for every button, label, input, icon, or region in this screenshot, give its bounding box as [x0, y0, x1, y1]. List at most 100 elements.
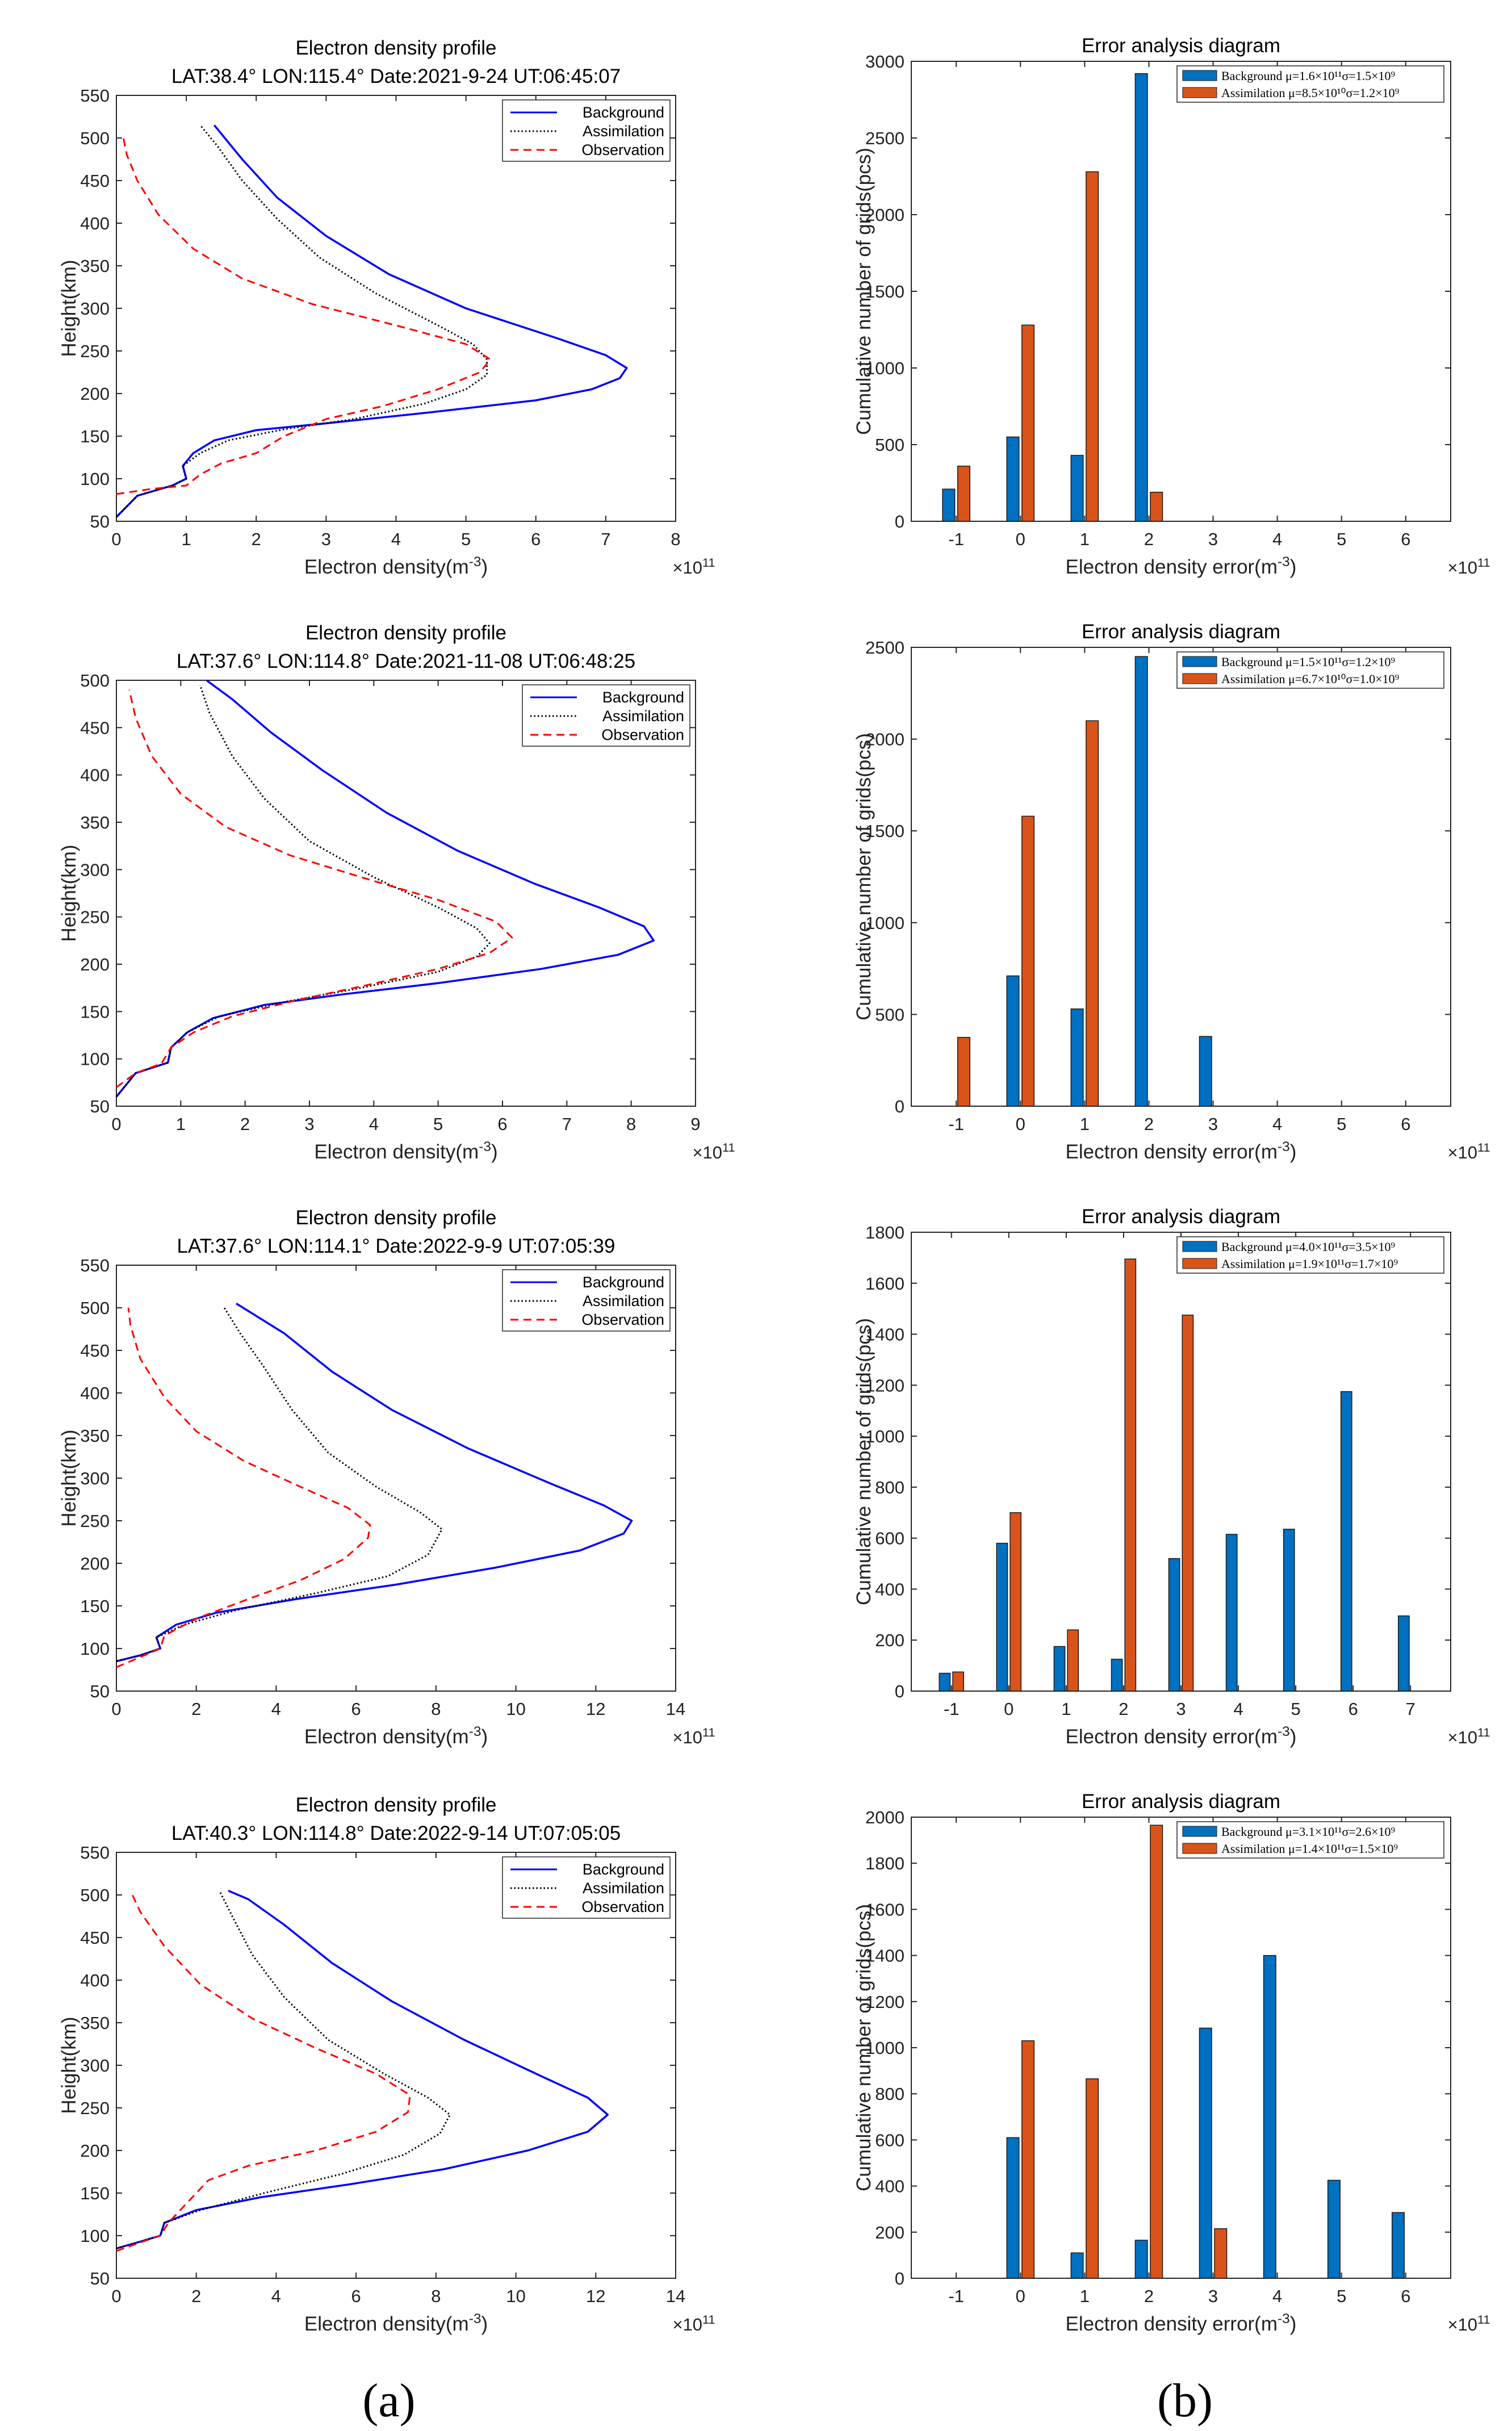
- bar-background: [1134, 2240, 1148, 2279]
- chart-7: 50 100 150 200 250 300 350 400 450 500 550 0 2 4 6 8 10 1…: [58, 1794, 715, 2335]
- bar-assimilation: [952, 1671, 964, 1692]
- x-tick-label: 8: [431, 1699, 441, 1719]
- y-tick-label: 250: [80, 907, 110, 927]
- y-tick-label: 450: [80, 718, 110, 738]
- bar-background: [1070, 1008, 1084, 1107]
- series-line-observation: [116, 689, 513, 1088]
- series-line-observation: [116, 137, 492, 495]
- plot-frame: [116, 680, 696, 1107]
- x-tick-label: 5: [433, 1114, 443, 1134]
- x-tick-label: 9: [690, 1114, 700, 1134]
- y-tick-label: 50: [90, 512, 110, 532]
- x-tick-label: 6: [497, 1114, 507, 1134]
- bar-assimilation: [1010, 1512, 1022, 1692]
- legend-label: Background μ=3.1×10¹¹σ=2.6×10⁹: [1221, 1825, 1396, 1839]
- bar-background: [996, 1542, 1008, 1692]
- y-tick-label: 2500: [865, 128, 904, 148]
- x-axis-multiplier: ×1011: [672, 1725, 715, 1748]
- y-tick-label: 350: [80, 256, 110, 276]
- x-tick-label: 2: [240, 1114, 250, 1134]
- y-tick-label: 550: [80, 86, 110, 106]
- y-tick-label: 300: [80, 2056, 110, 2076]
- bar-background: [1053, 1646, 1066, 1692]
- y-tick-label: 450: [80, 1341, 110, 1361]
- y-tick-label: 500: [80, 1885, 110, 1905]
- y-tick-label: 200: [80, 2141, 110, 2161]
- legend-label: Observation: [581, 141, 664, 158]
- y-tick-label: 250: [80, 2098, 110, 2118]
- bar-background: [1225, 1534, 1238, 1692]
- y-tick-label: 1800: [865, 1853, 904, 1873]
- x-axis-multiplier: ×1011: [692, 1140, 735, 1163]
- bar-background: [1070, 455, 1084, 522]
- chart-3: 50 100 150 200 250 300 350 400 450 500 0 1 2 3 4 5 6 7 8 9 B…: [58, 622, 735, 1163]
- y-tick-label: 1600: [865, 1274, 904, 1294]
- legend-swatch: [1182, 1241, 1217, 1252]
- y-tick-label: 400: [80, 214, 110, 233]
- bar-background: [1134, 656, 1148, 1107]
- x-tick-label: 6: [1401, 1114, 1410, 1134]
- panel-label-b: (b): [1157, 2374, 1213, 2427]
- legend-swatch: [1182, 70, 1217, 81]
- y-tick-label: 200: [875, 2223, 904, 2242]
- y-tick-label: 300: [80, 860, 110, 880]
- x-tick-label: 12: [586, 1699, 605, 1719]
- legend-label: Assimilation μ=8.5×10¹⁰σ=1.2×10⁹: [1221, 86, 1400, 100]
- y-tick-label: 550: [80, 1256, 110, 1275]
- chart-subtitle: LAT:40.3° LON:114.8° Date:2022-9-14 UT:0…: [171, 1822, 621, 1844]
- x-tick-label: 14: [666, 2286, 685, 2306]
- chart-title: Electron density profile: [295, 37, 496, 59]
- y-tick-label: 50: [90, 1097, 110, 1116]
- series-line-background: [116, 1303, 633, 1663]
- y-tick-label: 50: [90, 2269, 110, 2288]
- legend-label: Assimilation: [602, 708, 684, 725]
- bar-background: [1168, 1558, 1180, 1692]
- y-tick-label: 400: [875, 2177, 904, 2196]
- y-tick-label: 100: [80, 2226, 110, 2246]
- x-tick-label: 7: [601, 529, 610, 549]
- chart-5: 50 100 150 200 250 300 350 400 450 500 550 0 2 4 6 8 10 1…: [58, 1207, 715, 1748]
- x-axis-multiplier: ×1011: [1447, 1725, 1490, 1748]
- x-tick-label: 6: [351, 1699, 361, 1719]
- chart-title: Error analysis diagram: [1082, 621, 1280, 643]
- chart-title: Electron density profile: [305, 622, 506, 644]
- y-tick-label: 3000: [865, 52, 904, 72]
- y-tick-label: 200: [80, 384, 110, 404]
- chart-title: Electron density profile: [295, 1207, 496, 1229]
- legend-box: [502, 1269, 671, 1332]
- bar-background: [1340, 1391, 1352, 1692]
- y-tick-label: 0: [895, 512, 904, 532]
- x-tick-label: 3: [321, 529, 331, 549]
- x-tick-label: 4: [1272, 2286, 1282, 2306]
- x-tick-label: -1: [948, 2286, 964, 2306]
- x-tick-label: 5: [1337, 529, 1346, 549]
- x-tick-label: 1: [1080, 529, 1090, 549]
- x-tick-label: 12: [586, 2286, 605, 2306]
- x-tick-label: 6: [1401, 2286, 1410, 2306]
- x-tick-label: 4: [1272, 1114, 1282, 1134]
- legend-box: [1176, 651, 1444, 689]
- y-tick-label: 1500: [865, 282, 904, 302]
- x-axis-label: Electron density(m-3): [304, 1724, 488, 1748]
- y-tick-label: 200: [80, 955, 110, 974]
- bar-background: [1199, 1036, 1212, 1107]
- x-tick-label: 2: [1144, 2286, 1154, 2306]
- x-tick-label: 3: [304, 1114, 314, 1134]
- y-tick-label: 1200: [865, 1375, 904, 1395]
- y-tick-label: 250: [80, 341, 110, 361]
- legend-box: [1176, 1236, 1444, 1274]
- x-tick-label: -1: [948, 1114, 964, 1134]
- legend-label: Assimilation: [583, 1292, 664, 1309]
- y-tick-label: 600: [875, 2130, 904, 2150]
- y-tick-label: 100: [80, 469, 110, 489]
- y-tick-label: 350: [80, 813, 110, 832]
- legend-box: [502, 99, 671, 162]
- x-tick-label: 7: [1406, 1699, 1415, 1719]
- x-tick-label: 4: [1233, 1699, 1243, 1719]
- bar-assimilation: [1150, 1825, 1163, 2279]
- series-line-background: [115, 679, 655, 1098]
- y-tick-label: 800: [875, 1478, 904, 1497]
- y-tick-label: 0: [895, 1097, 904, 1116]
- x-tick-label: 10: [506, 2286, 525, 2306]
- bar-background: [1006, 2137, 1020, 2279]
